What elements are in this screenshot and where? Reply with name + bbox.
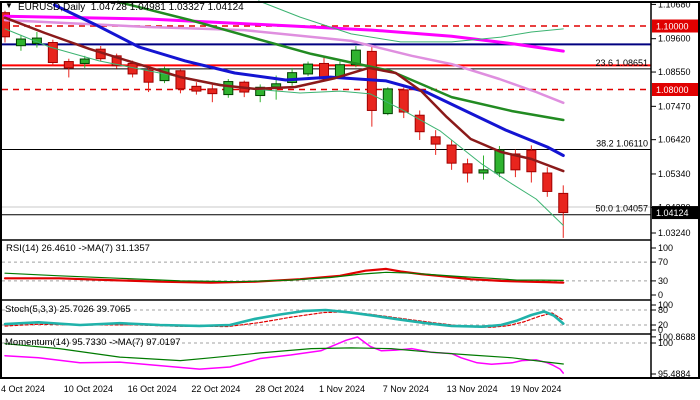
- price-alert-badge[interactable]: [652, 83, 699, 96]
- price-axis-label: 1.03240: [658, 228, 691, 238]
- ma-magenta: [3, 14, 565, 53]
- candle-body: [430, 136, 441, 145]
- window-border: [0, 1, 700, 379]
- fibonacci-level-label: 23.6 1.08651: [595, 58, 648, 68]
- indicator-axis-label: 30: [658, 276, 668, 286]
- candle-body: [15, 38, 26, 47]
- candle-body: [398, 89, 409, 113]
- indicator-axis-label: 70: [658, 257, 668, 267]
- price-badge-label: 1.04124: [656, 208, 689, 218]
- band-upper-thin-green: [258, 0, 564, 43]
- date-axis-label: 16 Oct 2024: [128, 384, 177, 394]
- candle-body: [542, 172, 553, 192]
- candle-body: [494, 149, 505, 174]
- candle-body: [414, 114, 425, 133]
- candle-body: [446, 144, 457, 164]
- price-badge-label: 1.10000: [656, 22, 689, 32]
- candle-body: [191, 85, 202, 92]
- price-axis-label: 1.07470: [658, 101, 691, 111]
- candle-body: [287, 72, 298, 84]
- candle-body: [558, 192, 569, 214]
- indicator-axis-label: 100: [658, 338, 673, 348]
- candle-body: [175, 70, 186, 90]
- candle-body: [143, 69, 154, 83]
- ma-darkgreen: [116, 0, 565, 122]
- price-axis-label: 1.10680: [658, 0, 691, 9]
- indicator-axis-label: 100.8688: [658, 332, 696, 342]
- date-axis-label: 10 Oct 2024: [64, 384, 113, 394]
- date-axis-label: 7 Nov 2024: [383, 384, 429, 394]
- candle-body: [462, 163, 473, 174]
- price-badge-label: 1.08000: [656, 85, 689, 95]
- candle-body: [207, 88, 218, 95]
- candle-body: [382, 88, 393, 115]
- ma-maroon: [3, 16, 565, 173]
- indicator-axis-label: 0: [658, 325, 663, 335]
- price-axis-label: 1.09600: [658, 34, 691, 44]
- indicator-axis-label: 95.4884: [658, 369, 691, 379]
- indicator-axis-label: 0: [658, 290, 663, 300]
- fibonacci-level-label: 38.2 1.06110: [596, 139, 648, 149]
- candle-body: [478, 169, 489, 174]
- price-axis-label: 1.05340: [658, 169, 691, 179]
- date-axis-label: 13 Nov 2024: [447, 384, 498, 394]
- candle-body: [319, 62, 329, 80]
- indicator-axis-label: 20: [658, 320, 668, 330]
- last-price-badge[interactable]: [652, 206, 699, 220]
- band-lower-thin-green: [4, 28, 564, 226]
- ma-orchid: [3, 18, 565, 105]
- date-axis-label: 4 Oct 2024: [1, 384, 45, 394]
- ma-blue: [52, 3, 565, 157]
- candle-body: [303, 63, 314, 75]
- date-axis-label: 28 Oct 2024: [255, 384, 304, 394]
- candle-body: [510, 153, 521, 171]
- indicator-axis-label: 100: [658, 300, 673, 310]
- date-axis-label: 22 Oct 2024: [191, 384, 240, 394]
- indicator-axis-label: 80: [658, 305, 668, 315]
- candle-body: [111, 55, 122, 67]
- indicator-axis-label: 100: [658, 243, 673, 253]
- price-alert-badge[interactable]: [652, 19, 699, 33]
- candle-body: [255, 86, 266, 97]
- candle-body: [223, 81, 234, 96]
- date-axis-label: 1 Nov 2024: [319, 384, 365, 394]
- candle-body: [63, 61, 74, 69]
- price-axis-label: 1.08550: [658, 67, 691, 77]
- candle-body: [79, 58, 90, 64]
- indicator-ma-line: [4, 343, 564, 365]
- fibonacci-level-label: 50.0 1.04057: [595, 204, 648, 214]
- candle-body: [31, 37, 42, 44]
- candle-body: [271, 83, 282, 88]
- date-axis-label: 19 Nov 2024: [510, 384, 561, 394]
- price-axis-label: 1.06420: [658, 135, 691, 145]
- indicator-main-line: [3, 267, 565, 284]
- candle-body: [47, 42, 58, 64]
- indicator-main-line: [3, 308, 565, 329]
- indicator-ma-line: [4, 271, 564, 283]
